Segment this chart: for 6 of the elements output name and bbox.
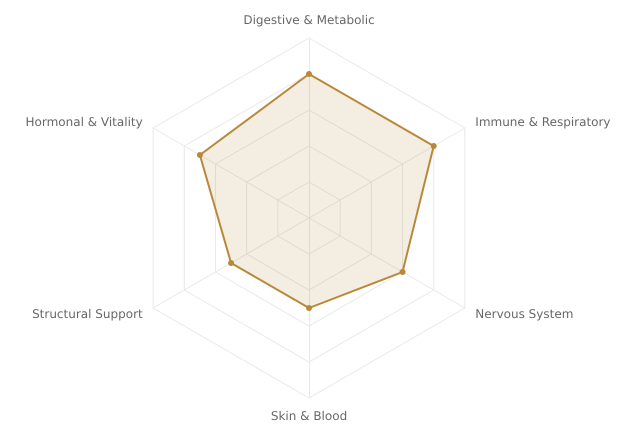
spoke-label: Digestive & Metabolic [243,13,375,27]
spoke-label: Structural Support [32,307,144,321]
spoke-label: Hormonal & Vitality [26,115,143,129]
spoke-label: Nervous System [475,307,574,321]
spoke-label: Skin & Blood [270,409,348,423]
spoke-label: Immune & Respiratory [475,115,611,129]
